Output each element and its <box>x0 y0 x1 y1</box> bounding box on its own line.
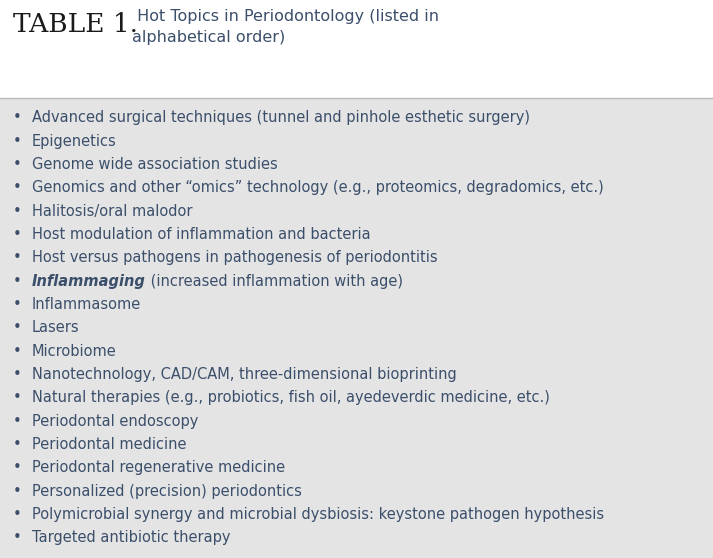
Text: •: • <box>13 133 21 148</box>
Text: Genome wide association studies: Genome wide association studies <box>32 157 278 172</box>
Text: •: • <box>13 227 21 242</box>
Text: •: • <box>13 413 21 429</box>
Text: •: • <box>13 391 21 405</box>
Text: Inflammasome: Inflammasome <box>32 297 141 312</box>
Text: •: • <box>13 297 21 312</box>
Text: Genomics and other “omics” technology (e.g., proteomics, degradomics, etc.): Genomics and other “omics” technology (e… <box>32 180 604 195</box>
Text: •: • <box>13 180 21 195</box>
Text: Lasers: Lasers <box>32 320 80 335</box>
Text: •: • <box>13 460 21 475</box>
Text: •: • <box>13 273 21 288</box>
Text: Periodontal medicine: Periodontal medicine <box>32 437 187 452</box>
Text: Nanotechnology, CAD/CAM, three-dimensional bioprinting: Nanotechnology, CAD/CAM, three-dimension… <box>32 367 457 382</box>
Text: Polymicrobial synergy and microbial dysbiosis: keystone pathogen hypothesis: Polymicrobial synergy and microbial dysb… <box>32 507 604 522</box>
Text: •: • <box>13 110 21 125</box>
Text: Targeted antibiotic therapy: Targeted antibiotic therapy <box>32 531 230 546</box>
Text: Advanced surgical techniques (tunnel and pinhole esthetic surgery): Advanced surgical techniques (tunnel and… <box>32 110 530 125</box>
Text: Periodontal endoscopy: Periodontal endoscopy <box>32 413 198 429</box>
Text: •: • <box>13 437 21 452</box>
Text: Inflammaging: Inflammaging <box>32 273 146 288</box>
Text: Periodontal regenerative medicine: Periodontal regenerative medicine <box>32 460 285 475</box>
Text: •: • <box>13 344 21 359</box>
Text: Personalized (precision) periodontics: Personalized (precision) periodontics <box>32 484 302 499</box>
Text: •: • <box>13 157 21 172</box>
Text: Microbiome: Microbiome <box>32 344 117 359</box>
Text: TABLE 1.: TABLE 1. <box>13 12 138 37</box>
Text: Halitosis/oral malodor: Halitosis/oral malodor <box>32 204 193 219</box>
Text: •: • <box>13 507 21 522</box>
Text: Host modulation of inflammation and bacteria: Host modulation of inflammation and bact… <box>32 227 371 242</box>
Text: •: • <box>13 204 21 219</box>
Text: •: • <box>13 484 21 499</box>
Text: Host versus pathogens in pathogenesis of periodontitis: Host versus pathogens in pathogenesis of… <box>32 251 438 265</box>
Text: Epigenetics: Epigenetics <box>32 133 117 148</box>
Text: (increased inflammation with age): (increased inflammation with age) <box>146 273 403 288</box>
Bar <box>0 0 713 98</box>
Text: •: • <box>13 320 21 335</box>
Text: Natural therapies (e.g., probiotics, fish oil, ayedeverdic medicine, etc.): Natural therapies (e.g., probiotics, fis… <box>32 391 550 405</box>
Text: Hot Topics in Periodontology (listed in
alphabetical order): Hot Topics in Periodontology (listed in … <box>132 9 439 45</box>
Text: •: • <box>13 531 21 546</box>
Text: •: • <box>13 367 21 382</box>
Text: •: • <box>13 251 21 265</box>
